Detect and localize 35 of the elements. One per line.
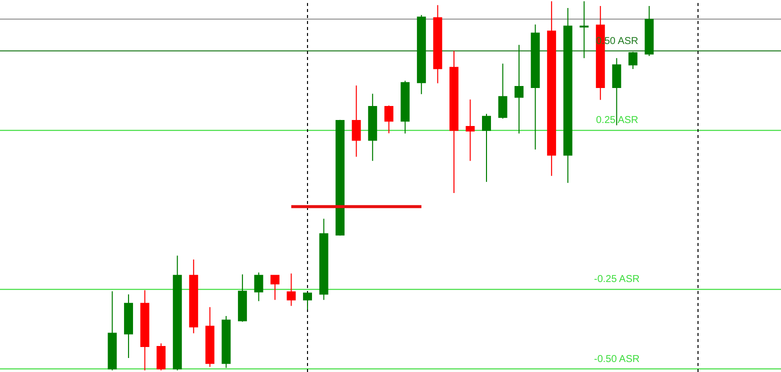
ref-line-label: -0.25 ASR xyxy=(594,274,640,285)
candlestick xyxy=(108,290,117,371)
candlestick xyxy=(156,342,166,371)
candlestick xyxy=(254,272,264,302)
candlestick xyxy=(172,255,182,371)
candlestick xyxy=(498,63,508,120)
candlestick xyxy=(384,105,394,134)
candlestick xyxy=(644,6,654,56)
candlestick xyxy=(270,274,280,300)
candlestick xyxy=(222,316,231,368)
candlestick xyxy=(416,14,426,95)
candlestick xyxy=(466,99,475,162)
candlestick xyxy=(336,119,345,236)
ref-line-label: -0.50 ASR xyxy=(594,354,640,365)
candlestick xyxy=(286,272,296,306)
candlestick xyxy=(189,258,198,334)
candlestick xyxy=(628,51,638,70)
candlestick xyxy=(563,7,572,184)
candlestick xyxy=(303,292,312,310)
candlestick xyxy=(514,44,524,134)
candlestick xyxy=(205,306,214,368)
candlestick xyxy=(433,4,442,84)
candlestick xyxy=(580,0,589,59)
ref-line-label: 0.25 ASR xyxy=(596,115,638,126)
candlestick xyxy=(449,50,458,194)
candlestick xyxy=(140,290,150,371)
candlestick xyxy=(547,0,556,176)
candlestick xyxy=(124,294,134,359)
candlestick xyxy=(238,274,247,322)
candlestick xyxy=(368,93,378,162)
candlestick xyxy=(482,113,491,182)
candlestick xyxy=(352,85,361,158)
candlestick xyxy=(400,80,410,134)
candlestick xyxy=(319,218,328,300)
candlestick xyxy=(530,24,540,150)
